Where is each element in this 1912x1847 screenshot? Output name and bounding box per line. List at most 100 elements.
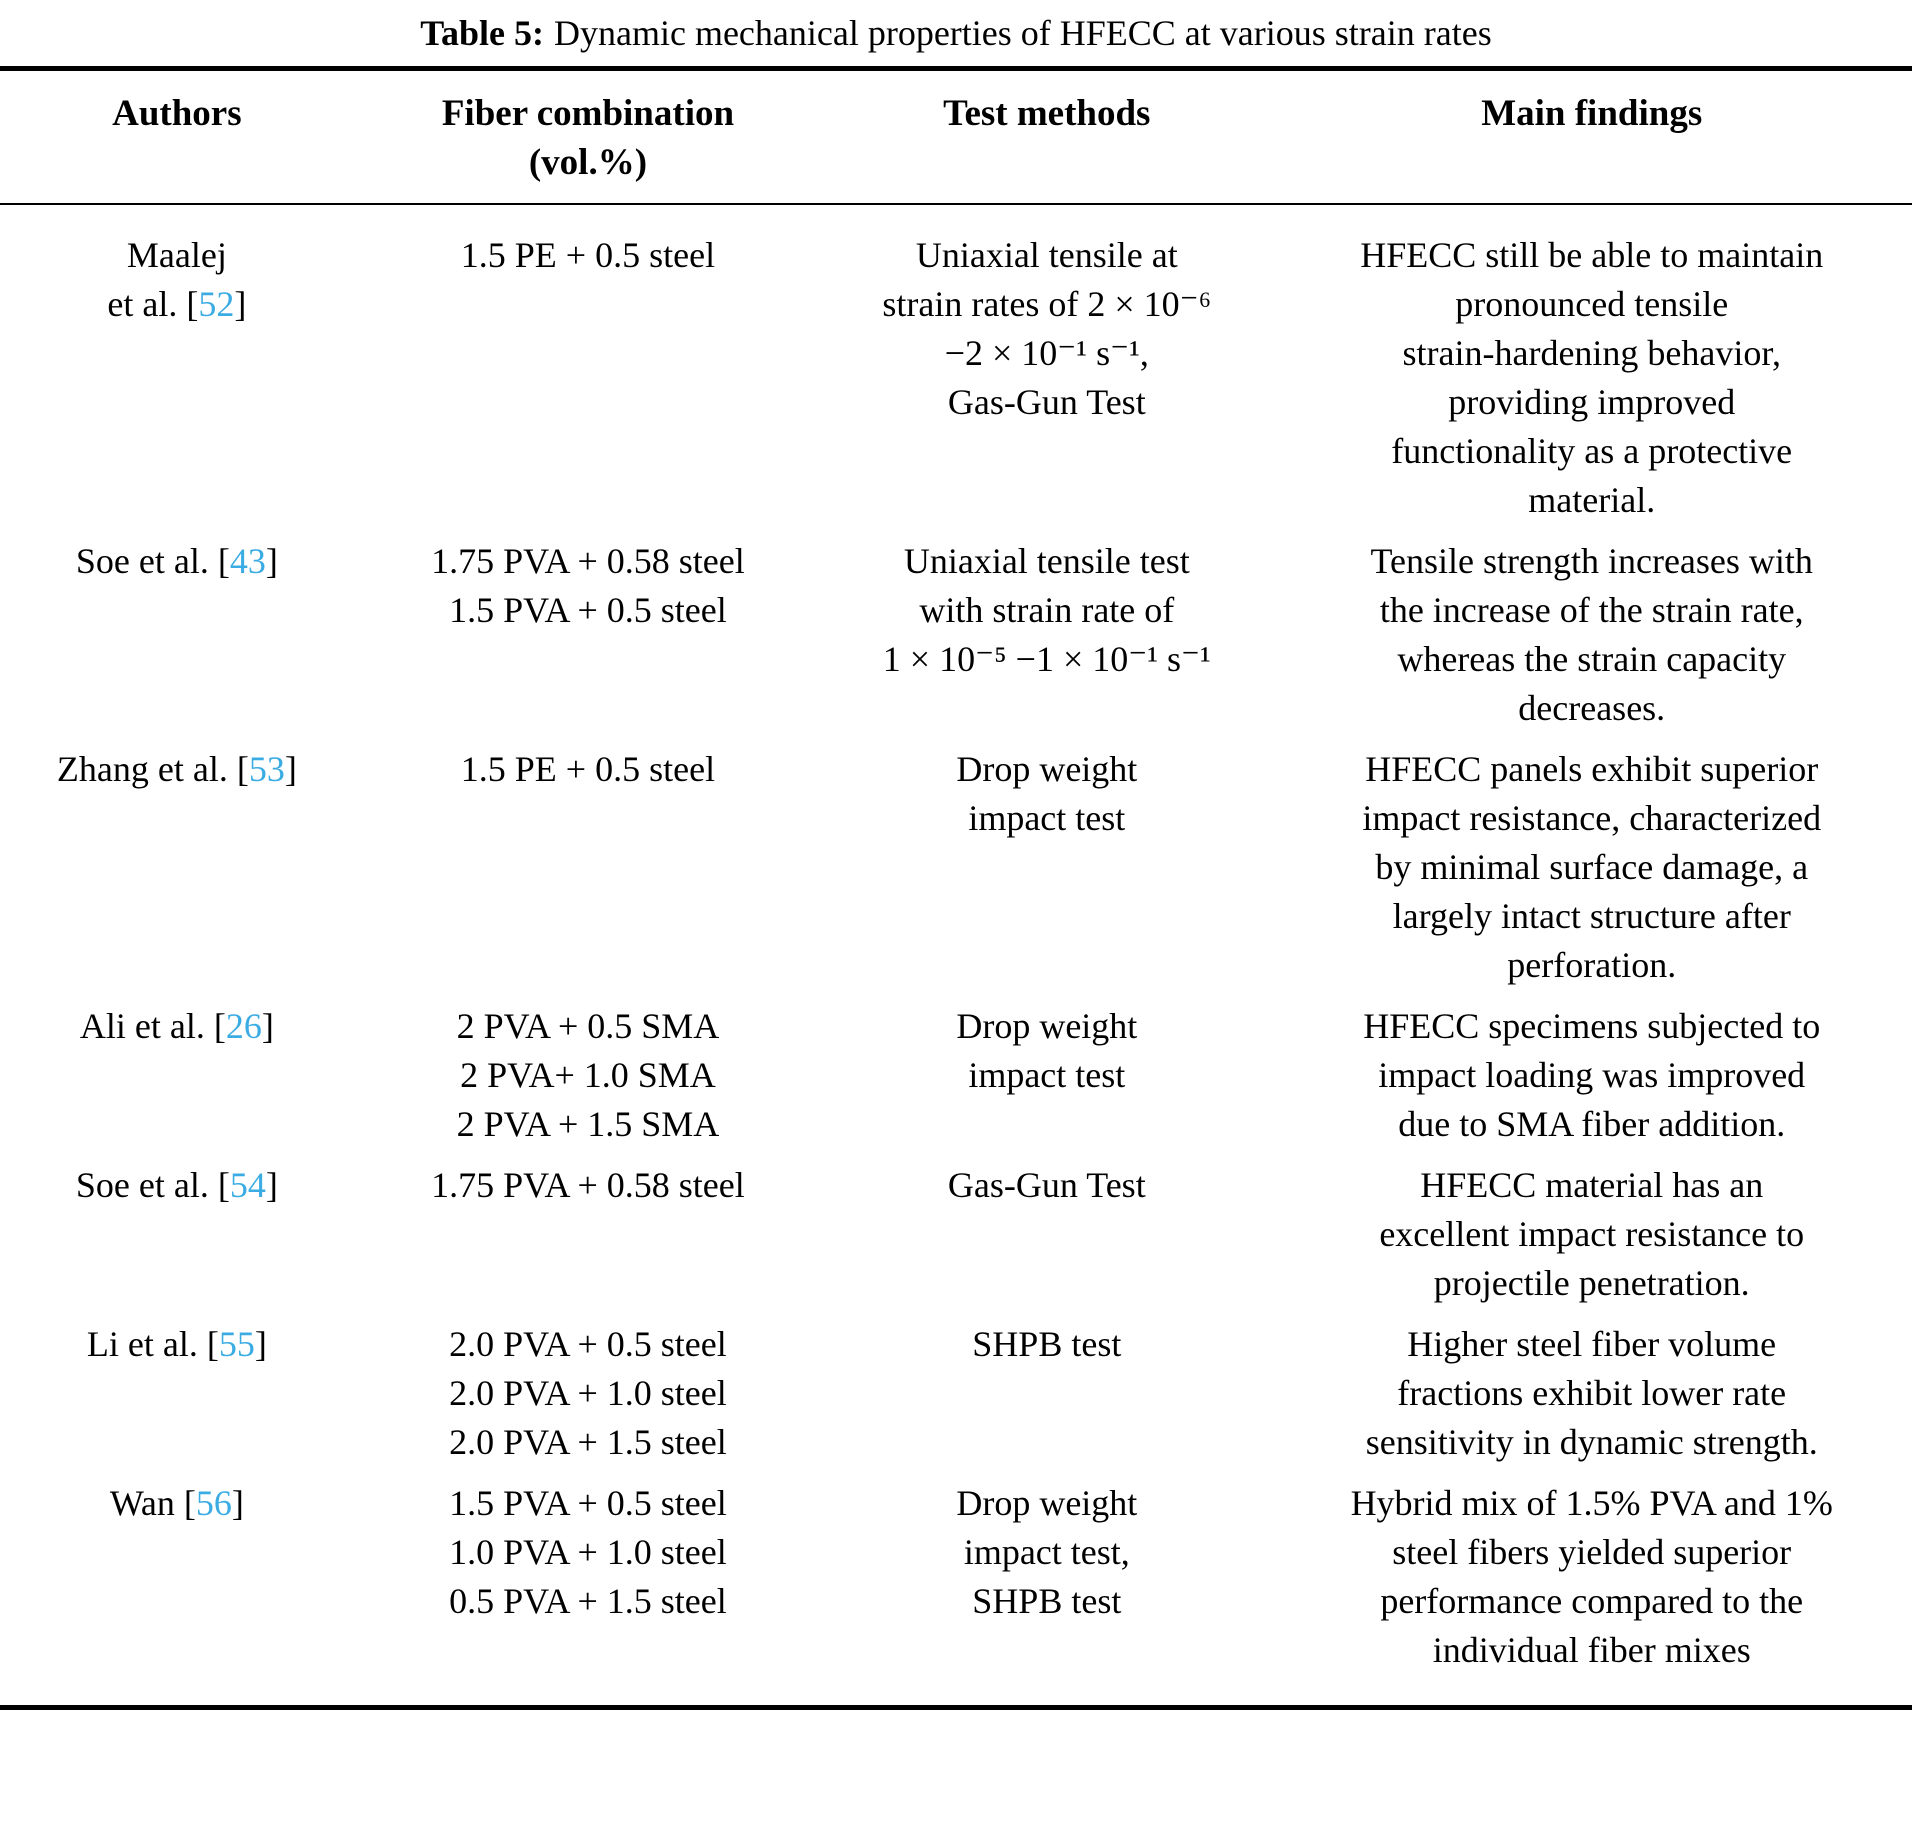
column-header-0: Authors [0,68,354,205]
author-text: Wan [ [109,1483,196,1523]
fiber-line: 1.75 PVA + 0.58 steel [431,541,745,581]
test-method-line: SHPB test [972,1324,1122,1364]
author-text: Soe et al. [ [75,1165,230,1205]
citation-link[interactable]: 52 [198,284,235,324]
fiber-line: 1.5 PE + 0.5 steel [460,235,716,275]
table-row: Li et al. [55] 2.0 PVA + 0.5 steel 2.0 PVA… [0,1314,1912,1473]
test-method-line: Uniaxial tensile at [915,235,1178,275]
fiber-line: 1.5 PVA + 0.5 steel [449,590,727,630]
citation-bracket: ] [265,541,278,581]
author-line: Maalej [126,235,227,275]
fiber-line: 2 PVA+ 1.0 SMA [460,1055,716,1095]
citation-link[interactable]: 26 [225,1006,262,1046]
fiber-combination-cell: 2 PVA + 0.5 SMA 2 PVA+ 1.0 SMA 2 PVA + 1.5… [354,996,822,1155]
fiber-line: 2 PVA + 0.5 SMA [456,1006,720,1046]
main-findings-cell: Higher steel fiber volume fractions exhib… [1271,1314,1912,1473]
citation-link[interactable]: 56 [195,1483,232,1523]
findings-line: individual fiber mixes [1432,1630,1751,1670]
citation-link[interactable]: 53 [248,749,285,789]
author-text: et al. [ [107,284,199,324]
findings-line: Higher steel fiber volume [1407,1324,1777,1364]
test-method-line: Gas-Gun Test [947,1165,1146,1205]
findings-line: due to SMA fiber addition. [1398,1104,1786,1144]
author-cell: Maalej et al. [52] [0,204,354,531]
main-findings-cell: HFECC specimens subjected to impact loadi… [1271,996,1912,1155]
findings-line: performance compared to the [1380,1581,1804,1621]
fiber-combination-cell: 1.5 PVA + 0.5 steel 1.0 PVA + 1.0 steel 0.… [354,1473,822,1708]
table-row: Soe et al. [43] 1.75 PVA + 0.58 steel 1.5 … [0,531,1912,739]
fiber-line: 1.5 PVA + 0.5 steel [449,1483,727,1523]
citation-link[interactable]: 55 [218,1324,255,1364]
fiber-line: 1.0 PVA + 1.0 steel [449,1532,727,1572]
author-text: Soe et al. [ [75,541,230,581]
table-row: Ali et al. [26] 2 PVA + 0.5 SMA 2 PVA+ 1.0… [0,996,1912,1155]
fiber-line: 0.5 PVA + 1.5 steel [449,1581,727,1621]
fiber-combination-cell: 1.5 PE + 0.5 steel [354,739,822,996]
author-cell: Soe et al. [43] [0,531,354,739]
author-line: Zhang et al. [53] [8,745,346,794]
findings-line: projectile penetration. [1433,1263,1750,1303]
main-findings-cell: HFECC still be able to maintain pronounce… [1271,204,1912,531]
author-cell: Zhang et al. [53] [0,739,354,996]
author-cell: Li et al. [55] [0,1314,354,1473]
fiber-line: 2.0 PVA + 1.5 steel [449,1422,727,1462]
test-method-line: strain rates of 2 × 10⁻⁶ [882,284,1212,324]
fiber-combination-cell: 2.0 PVA + 0.5 steel 2.0 PVA + 1.0 steel 2.… [354,1314,822,1473]
author-text: Ali et al. [ [79,1006,226,1046]
table-header-row: Authors Fiber combination (vol.%) Test meth… [0,68,1912,205]
fiber-line: 2.0 PVA + 0.5 steel [449,1324,727,1364]
dynamic-properties-table: Authors Fiber combination (vol.%) Test meth… [0,66,1912,1710]
test-methods-cell: Drop weight impact test [822,996,1271,1155]
findings-line: impact resistance, characterized [1362,798,1822,838]
column-header-line: Authors [112,93,242,134]
author-line: et al. [52] [8,280,346,329]
findings-line: whereas the strain capacity [1397,639,1787,679]
citation-link[interactable]: 54 [229,1165,266,1205]
main-findings-cell: Hybrid mix of 1.5% PVA and 1% steel fiber… [1271,1473,1912,1708]
test-methods-cell: Drop weight impact test, SHPB test [822,1473,1271,1708]
test-methods-cell: SHPB test [822,1314,1271,1473]
author-line: Wan [56] [8,1479,346,1528]
findings-line: providing improved [1448,382,1736,422]
author-cell: Soe et al. [54] [0,1155,354,1314]
table-caption: Table 5: Dynamic mechanical properties of… [0,0,1912,66]
citation-link[interactable]: 43 [229,541,266,581]
findings-line: sensitivity in dynamic strength. [1365,1422,1818,1462]
test-methods-cell: Uniaxial tensile test with strain rate of… [822,531,1271,739]
findings-line: material. [1528,480,1656,520]
fiber-line: 1.75 PVA + 0.58 steel [431,1165,745,1205]
column-header-3: Main findings [1271,68,1912,205]
test-method-line: Drop weight [956,1483,1138,1523]
citation-bracket: ] [261,1006,274,1046]
test-methods-cell: Uniaxial tensile at strain rates of 2 × 1… [822,204,1271,531]
table-body: Maalej et al. [52] 1.5 PE + 0.5 steel Uniax… [0,204,1912,1708]
findings-line: HFECC specimens subjected to [1363,1006,1821,1046]
findings-line: steel fibers yielded superior [1392,1532,1792,1572]
findings-line: HFECC material has an [1420,1165,1764,1205]
fiber-combination-cell: 1.75 PVA + 0.58 steel 1.5 PVA + 0.5 steel [354,531,822,739]
findings-line: largely intact structure after [1392,896,1791,936]
column-header-line: Main findings [1481,93,1703,134]
findings-line: by minimal surface damage, a [1375,847,1809,887]
findings-line: impact loading was improved [1378,1055,1806,1095]
findings-line: excellent impact resistance to [1379,1214,1805,1254]
test-methods-cell: Gas-Gun Test [822,1155,1271,1314]
citation-bracket: ] [254,1324,267,1364]
column-header-1: Fiber combination (vol.%) [353,68,823,205]
main-findings-cell: HFECC panels exhibit superior impact resi… [1271,739,1912,996]
test-method-line: Drop weight [956,1006,1138,1046]
table-row: Zhang et al. [53] 1.5 PE + 0.5 steel Drop … [0,739,1912,996]
findings-line: functionality as a protective [1391,431,1793,471]
findings-line: HFECC still be able to maintain [1360,235,1824,275]
findings-line: decreases. [1518,688,1666,728]
citation-bracket: ] [284,749,297,789]
main-findings-cell: Tensile strength increases with the incre… [1271,531,1912,739]
findings-line: strain-hardening behavior, [1402,333,1781,373]
findings-line: HFECC panels exhibit superior [1365,749,1819,789]
test-method-line: 1 × 10⁻⁵ −1 × 10⁻¹ s⁻¹ [882,639,1211,679]
table-head: Authors Fiber combination (vol.%) Test meth… [0,68,1912,205]
test-method-line: impact test, [963,1532,1130,1572]
test-method-line: Drop weight [956,749,1138,789]
table-row: Maalej et al. [52] 1.5 PE + 0.5 steel Uniax… [0,204,1912,531]
